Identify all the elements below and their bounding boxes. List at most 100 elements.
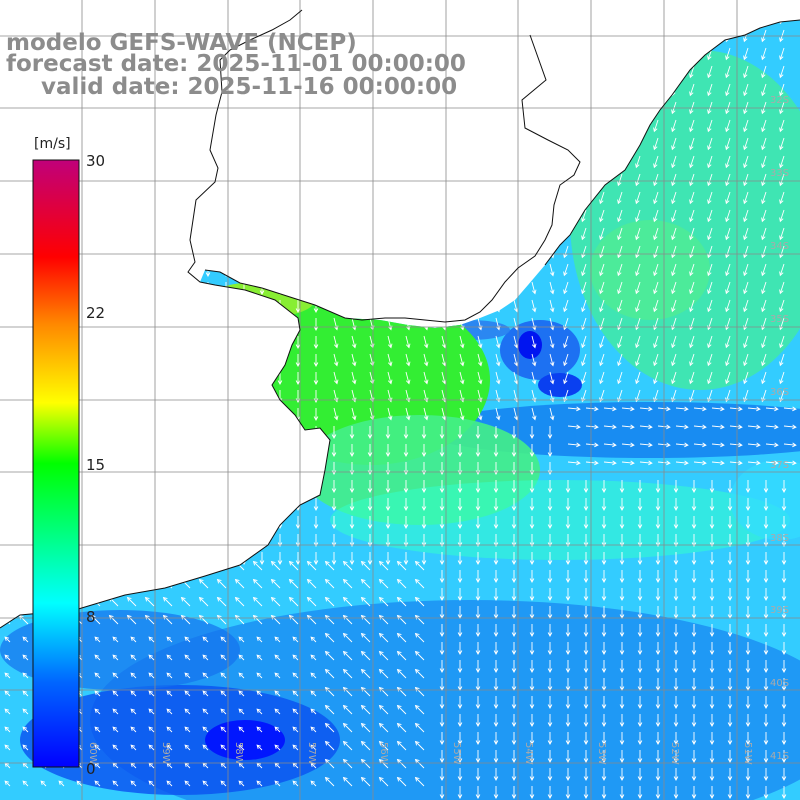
wind-arrow	[563, 155, 569, 169]
wind-arrow	[547, 750, 553, 763]
wind-arrow	[725, 47, 731, 61]
wind-arrow	[414, 668, 425, 679]
wind-arrow	[115, 318, 121, 331]
wind-arrow	[781, 732, 787, 745]
wind-arrow	[205, 210, 211, 223]
wind-arrow	[779, 299, 785, 313]
wind-arrow	[403, 498, 409, 511]
wind-arrow	[495, 20, 501, 25]
wind-arrow	[529, 588, 535, 601]
wind-arrow	[351, 407, 357, 421]
wind-arrow	[313, 20, 319, 25]
wind-arrow	[423, 281, 429, 295]
wind-arrow	[313, 534, 319, 547]
wind-arrow	[313, 282, 319, 295]
wind-arrow	[583, 642, 589, 655]
wind-arrow	[313, 336, 319, 349]
wind-arrow	[637, 660, 643, 673]
wind-arrow	[779, 335, 785, 349]
wind-arrow	[241, 228, 247, 241]
wind-arrow	[223, 300, 229, 313]
wind-arrow	[256, 708, 263, 715]
wind-arrow	[761, 20, 767, 25]
wind-arrow	[671, 371, 677, 385]
wind-arrow	[655, 660, 661, 673]
wind-arrow	[256, 690, 263, 697]
wind-arrow	[396, 722, 407, 733]
wind-arrow	[423, 137, 429, 151]
wind-arrow	[671, 20, 677, 25]
wind-arrow	[761, 65, 767, 79]
wind-arrow	[457, 768, 463, 781]
wind-arrow	[583, 732, 589, 745]
wind-arrow	[292, 780, 299, 787]
wind-arrow	[727, 750, 733, 763]
wind-arrow	[781, 714, 787, 727]
wind-arrow	[725, 371, 731, 385]
wind-arrow	[565, 750, 571, 763]
wind-arrow	[747, 442, 761, 448]
wind-arrow	[531, 137, 537, 151]
wind-arrow	[619, 660, 625, 673]
wind-arrow	[547, 498, 553, 511]
wind-arrow	[707, 83, 713, 97]
wind-arrow	[549, 155, 555, 169]
wind-arrow	[259, 264, 265, 277]
wind-arrow	[673, 750, 679, 763]
wind-arrow	[7, 480, 13, 493]
wind-arrow	[673, 480, 679, 493]
wind-arrow	[601, 624, 607, 637]
wind-arrow	[292, 708, 299, 715]
wind-arrow	[90, 560, 101, 571]
wind-arrow	[549, 227, 555, 241]
wind-arrow	[387, 137, 393, 151]
wind-arrow	[313, 210, 319, 223]
wind-arrow	[97, 480, 103, 493]
wind-arrow	[202, 672, 209, 679]
wind-arrow	[396, 758, 407, 769]
wind-arrow	[675, 424, 689, 430]
wind-arrow	[220, 708, 227, 715]
wind-arrow	[313, 318, 319, 331]
wind-arrow	[635, 119, 641, 133]
wind-arrow	[511, 588, 517, 601]
wind-arrow	[441, 20, 447, 25]
wind-arrow	[187, 282, 193, 295]
lon-label: 54W	[523, 742, 534, 765]
wind-arrow	[184, 672, 191, 679]
lon-label: 57W	[306, 742, 317, 765]
wind-arrow	[403, 534, 409, 547]
wind-arrow	[511, 732, 517, 745]
wind-arrow	[378, 596, 389, 607]
wind-arrow	[313, 552, 319, 565]
wind-arrow	[405, 191, 411, 205]
wind-arrow	[133, 516, 139, 529]
wind-arrow	[547, 570, 553, 583]
wind-arrow	[459, 119, 465, 133]
wind-arrow	[378, 668, 389, 679]
wind-arrow	[617, 47, 623, 61]
wind-arrow	[763, 516, 769, 529]
wind-arrow	[133, 228, 139, 241]
wind-arrow	[495, 299, 501, 313]
wind-arrow	[310, 672, 317, 679]
wind-arrow	[259, 318, 265, 331]
wind-arrow	[529, 786, 535, 799]
wind-arrow	[581, 335, 587, 349]
wind-arrow	[475, 732, 481, 745]
wind-arrow	[187, 20, 193, 25]
wind-arrow	[223, 426, 229, 439]
wind-arrow	[7, 192, 13, 205]
wind-arrow	[360, 776, 371, 787]
wind-arrow	[725, 245, 731, 259]
wind-arrow	[581, 299, 587, 313]
wind-arrow	[745, 624, 751, 637]
wind-arrow	[563, 47, 569, 61]
wind-arrow	[549, 353, 555, 367]
wind-arrow	[745, 714, 751, 727]
wind-arrow	[25, 534, 31, 547]
wind-arrow	[691, 750, 697, 763]
wind-arrow	[691, 516, 697, 529]
wind-arrow	[439, 660, 445, 673]
wind-arrow	[396, 704, 407, 715]
